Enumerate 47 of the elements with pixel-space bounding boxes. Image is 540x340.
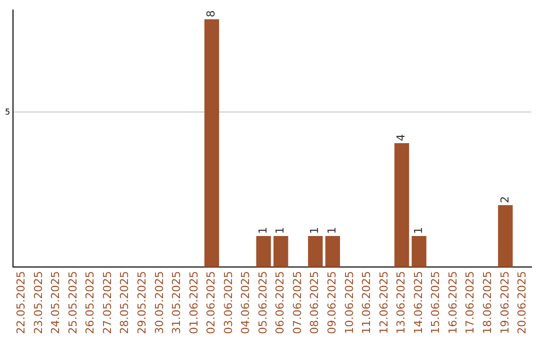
data-label: 2 — [498, 196, 512, 204]
x-tick-label: 04.06.2025 — [239, 271, 252, 334]
bar — [325, 236, 340, 268]
x-tick-label: 09.06.2025 — [326, 271, 339, 334]
bar — [308, 236, 323, 268]
x-tick-label: 30.05.2025 — [152, 271, 166, 334]
x-tick-label: 20.06.2025 — [516, 271, 529, 334]
x-tick-label: 06.06.2025 — [274, 271, 287, 334]
x-tick-label: 13.06.2025 — [394, 271, 408, 334]
bar — [204, 19, 220, 268]
x-tick-label: 15.06.2025 — [429, 271, 442, 334]
x-tick-label: 16.06.2025 — [446, 271, 460, 334]
data-label: 4 — [394, 134, 408, 142]
data-label: 8 — [204, 10, 218, 18]
x-tick-label: 18.06.2025 — [480, 271, 494, 334]
data-label: 1 — [308, 227, 322, 234]
bar — [412, 236, 426, 268]
x-tick-label: 08.06.2025 — [308, 271, 322, 334]
x-tick-label: 25.05.2025 — [66, 271, 80, 334]
data-label: 1 — [256, 227, 270, 234]
x-tick-label: 03.06.2025 — [222, 271, 235, 334]
x-tick-label: 12.06.2025 — [377, 271, 390, 334]
x-tick-label: 22.05.2025 — [14, 271, 28, 334]
x-tick-label: 02.06.2025 — [204, 271, 218, 334]
bar — [394, 143, 410, 268]
x-tick-label: 29.05.2025 — [136, 271, 149, 334]
x-tick-label: 26.05.2025 — [84, 271, 97, 334]
y-tick-label: 5 — [4, 107, 10, 116]
x-tick-label: 19.06.2025 — [498, 271, 512, 334]
x-tick-label: 24.05.2025 — [49, 271, 62, 334]
x-tick-label: 14.06.2025 — [412, 271, 425, 334]
x-tick-label: 11.06.2025 — [360, 271, 374, 334]
x-tick-label: 23.05.2025 — [32, 271, 45, 334]
data-label: 1 — [412, 227, 425, 234]
x-tick-label: 05.06.2025 — [256, 271, 270, 334]
x-tick-label: 17.06.2025 — [464, 271, 477, 334]
data-label: 1 — [326, 227, 339, 234]
bar — [273, 236, 288, 268]
bar — [498, 205, 513, 268]
x-tick-label: 01.06.2025 — [187, 271, 200, 334]
x-tick-label: 10.06.2025 — [342, 271, 356, 334]
x-tick-label: 28.05.2025 — [118, 271, 132, 334]
bar — [256, 236, 271, 268]
x-tick-label: 27.05.2025 — [100, 271, 114, 334]
x-tick-label: 31.05.2025 — [170, 271, 184, 334]
data-label: 1 — [274, 227, 287, 234]
x-tick-label: 07.06.2025 — [290, 271, 304, 334]
